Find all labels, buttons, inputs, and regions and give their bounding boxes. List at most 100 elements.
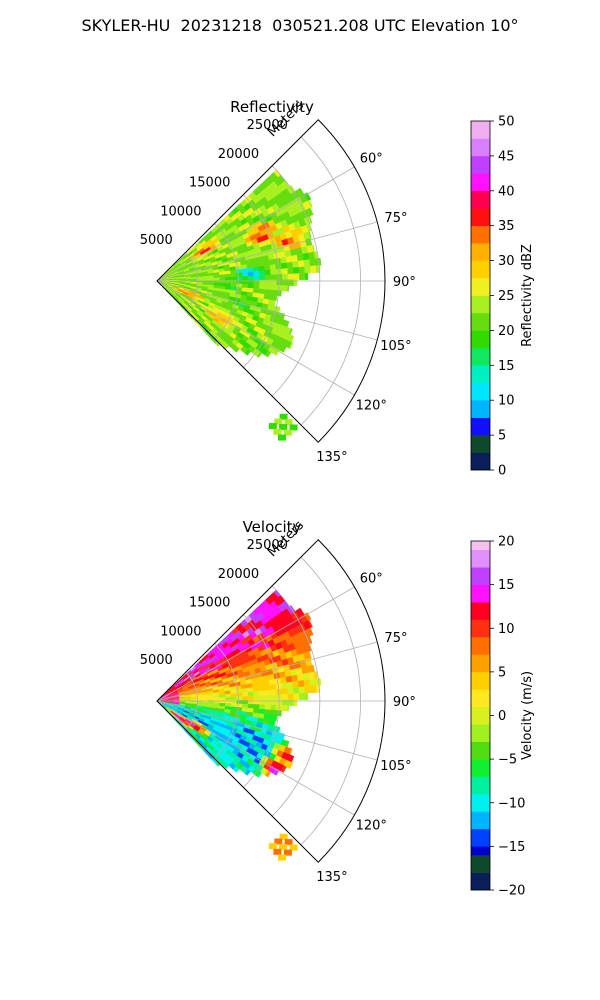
- echo-cell: [273, 428, 282, 435]
- echo-cell: [221, 761, 230, 770]
- echo-cell: [253, 284, 260, 290]
- echo-cell: [272, 348, 280, 356]
- colorbar-segment: [471, 269, 490, 279]
- echo-cell: [297, 260, 305, 268]
- echo-cell: [190, 698, 198, 701]
- reflectivity-panel: Reflectivity 500010000150002000025000Met…: [140, 98, 535, 479]
- echo-cell: [284, 839, 293, 846]
- echo-cell: [224, 693, 232, 698]
- colorbar-segment: [471, 321, 490, 331]
- echo-cell: [258, 685, 266, 692]
- colorbar-segment: [471, 147, 490, 157]
- colorbar-segment: [471, 443, 490, 453]
- azimuth-tick-label: 60°: [360, 571, 383, 586]
- echo-cell: [277, 854, 286, 861]
- echo-cell: [259, 695, 266, 701]
- echo-cell: [221, 341, 230, 350]
- echo-cell: [288, 762, 294, 770]
- colorbar-segment: [471, 593, 490, 603]
- colorbar-segment: [471, 811, 490, 821]
- colorbar-segment: [471, 216, 490, 226]
- echo-cell: [219, 694, 226, 698]
- radial-tick-label: 5000: [140, 653, 173, 668]
- echo-cell: [270, 704, 277, 711]
- echo-cell: [242, 703, 249, 709]
- echo-cell: [304, 692, 309, 700]
- colorbar-segment: [471, 671, 490, 681]
- colorbar-tick-label: 35: [498, 219, 515, 234]
- colorbar-segment: [471, 182, 490, 192]
- velocity-panel-title: Velocity: [243, 518, 302, 536]
- echo-cell: [304, 686, 311, 694]
- colorbar-segment: [471, 846, 490, 856]
- echo-cell: [215, 340, 222, 347]
- echo-cell: [286, 261, 294, 269]
- colorbar-tick-label: 20: [498, 324, 515, 339]
- echo-cell: [253, 690, 260, 697]
- azimuth-tick-label: 135°: [316, 450, 347, 465]
- colorbar-segment: [471, 260, 490, 270]
- echo-cell: [264, 269, 272, 276]
- echo-cell: [219, 697, 226, 701]
- echo-cell: [215, 760, 222, 767]
- echo-cell: [259, 704, 266, 710]
- colorbar-tick-label: 25: [498, 289, 515, 304]
- echo-cell: [268, 678, 276, 686]
- echo-cell: [247, 703, 255, 709]
- colorbar-segment: [471, 129, 490, 139]
- colorbar-segment: [471, 794, 490, 804]
- colorbar-segment: [471, 339, 490, 349]
- echo-cell: [236, 696, 243, 701]
- azimuth-tick-label: 90°: [393, 275, 416, 290]
- echo-cell: [297, 680, 305, 688]
- colorbar-segment: [471, 374, 490, 384]
- echo-cell: [259, 284, 266, 290]
- colorbar-segment: [471, 558, 490, 568]
- colorbar-segment: [471, 828, 490, 838]
- figure-title: SKYLER-HU 20231218 030521.208 UTC Elevat…: [81, 16, 519, 35]
- colorbar-tick-label: 10: [498, 394, 515, 409]
- colorbar-segment: [471, 802, 490, 812]
- colorbar-segment: [471, 347, 490, 357]
- echo-cell: [272, 768, 280, 776]
- echo-cell: [236, 276, 243, 281]
- echo-cell: [269, 684, 277, 691]
- colorbar-segment: [471, 881, 490, 891]
- reflectivity-panel-title: Reflectivity: [230, 98, 314, 116]
- colorbar-segment: [471, 365, 490, 375]
- echo-cell: [292, 687, 300, 695]
- echo-cell: [280, 345, 287, 353]
- colorbar-segment: [471, 164, 490, 174]
- azimuth-tick-label: 75°: [384, 631, 407, 646]
- echo-cell: [219, 274, 226, 278]
- echo-cell: [283, 849, 292, 856]
- colorbar-tick-label: 5: [498, 665, 506, 680]
- echo-cell: [274, 715, 278, 722]
- echo-cell: [270, 284, 277, 291]
- azimuth-tick-label: 105°: [380, 759, 411, 774]
- echo-cell: [241, 692, 249, 697]
- echo-cell: [299, 273, 306, 280]
- colorbar-segment: [471, 654, 490, 664]
- echo-cell: [270, 269, 277, 276]
- echo-cell: [309, 258, 317, 267]
- echo-cell: [244, 769, 251, 776]
- colorbar-segment: [471, 417, 490, 427]
- echo-cell: [287, 705, 290, 712]
- echo-cell: [279, 833, 288, 840]
- echo-cell: [309, 685, 317, 694]
- echo-cell: [232, 765, 240, 773]
- azimuth-spoke: [156, 641, 378, 702]
- echo-cell: [241, 268, 249, 274]
- echo-cell: [281, 285, 289, 292]
- colorbar-segment: [471, 759, 490, 769]
- colorbar-segment: [471, 619, 490, 629]
- echo-cell: [236, 272, 243, 278]
- colorbar-segment: [471, 872, 490, 882]
- echo-cell: [268, 258, 276, 266]
- echo-cell: [252, 266, 260, 272]
- radial-tick-label: 10000: [160, 624, 201, 639]
- colorbar-segment: [471, 278, 490, 288]
- colorbar-segment: [471, 567, 490, 577]
- colorbar-segment: [471, 251, 490, 261]
